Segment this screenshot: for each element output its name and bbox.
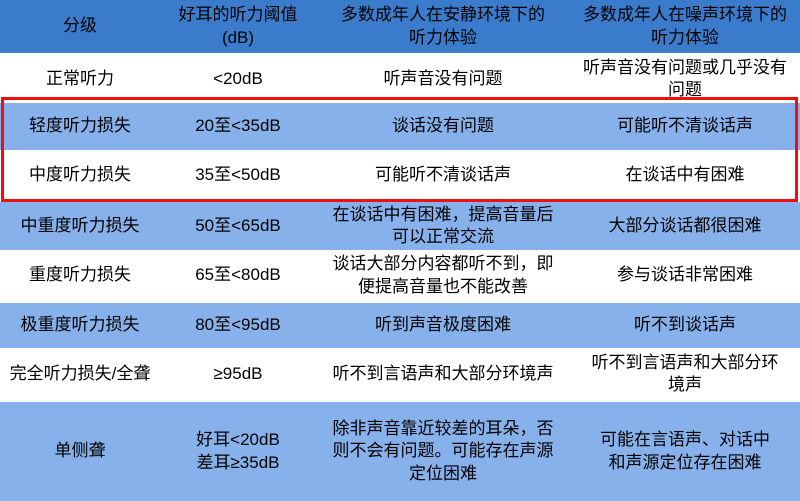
cell-threshold: 35至<50dB [195,164,281,184]
table-row-moderately-severe-loss: 中重度听力损失 50至<65dB 在谈话中有困难，提高音量后 可以正常交流 大部… [0,200,800,250]
cell-grade: 单侧聋 [54,441,106,461]
cell-grade: 中度听力损失 [29,164,131,184]
cell-quiet: 可能听不清谈话声 [375,164,511,184]
column-header-quiet-environment: 多数成年人在安静环境下的 听力体验 [341,5,545,47]
cell-threshold: ≥95dB [213,363,263,383]
cell-noisy: 听不到谈话声 [634,315,736,335]
cell-threshold: 20至<35dB [195,116,281,136]
table-header-row: 分级 好耳的听力阈值 (dB) 多数成年人在安静环境下的 听力体验 多数成年人在… [0,0,800,55]
cell-quiet: 听不到言语声和大部分环境声 [332,363,554,383]
cell-grade: 中重度听力损失 [20,216,140,236]
cell-grade: 极重度听力损失 [20,315,140,335]
cell-quiet: 听到声音极度困难 [375,315,511,335]
table-row-profound-loss: 极重度听力损失 80至<95dB 听到声音极度困难 听不到谈话声 [0,301,800,348]
table-row-severe-loss: 重度听力损失 65至<80dB 谈话大部分内容都听不到，即 便提高音量也不能改善… [0,250,800,301]
column-header-grade: 分级 [63,16,97,36]
cell-grade: 完全听力损失/全聋 [9,363,151,383]
cell-grade: 正常听力 [46,69,114,89]
cell-grade: 重度听力损失 [29,265,131,285]
cell-threshold: 65至<80dB [195,265,281,285]
cell-noisy: 可能听不清谈话声 [617,116,753,136]
cell-quiet: 听声音没有问题 [383,69,503,89]
column-header-threshold: 好耳的听力阈值 (dB) [178,5,298,47]
cell-noisy: 听不到言语声和大部分环 境声 [591,352,779,394]
cell-noisy: 大部分谈话都很困难 [608,216,762,236]
cell-threshold: 80至<95dB [195,315,281,335]
table-row-complete-loss: 完全听力损失/全聋 ≥95dB 听不到言语声和大部分环境声 听不到言语声和大部分… [0,348,800,400]
cell-quiet: 谈话大部分内容都听不到，即 便提高音量也不能改善 [332,254,554,296]
cell-threshold: <20dB [213,69,263,89]
cell-quiet: 除非声音靠近较差的耳朵，否 则不会有问题。可能存在声源 定位困难 [332,418,554,483]
table-row-normal-hearing: 正常听力 <20dB 听声音没有问题 听声音没有问题或几乎没有 问题 [0,55,800,100]
table-row-moderate-loss: 中度听力损失 35至<50dB 可能听不清谈话声 在谈话中有困难 [0,150,800,200]
table-row-mild-loss: 轻度听力损失 20至<35dB 谈话没有问题 可能听不清谈话声 [0,100,800,150]
cell-noisy: 可能在言语声、对话中 和声源定位存在困难 [600,430,770,472]
cell-threshold: 好耳<20dB 差耳≥35dB [196,430,280,472]
column-header-noisy-environment: 多数成年人在噪声环境下的 听力体验 [583,5,787,47]
cell-noisy: 在谈话中有困难 [625,164,745,184]
cell-grade: 轻度听力损失 [29,116,131,136]
cell-quiet: 谈话没有问题 [392,116,494,136]
cell-noisy: 听声音没有问题或几乎没有 问题 [583,58,787,100]
cell-threshold: 50至<65dB [195,216,281,236]
cell-noisy: 参与谈话非常困难 [617,265,753,285]
cell-quiet: 在谈话中有困难，提高音量后 可以正常交流 [332,205,554,247]
table-row-unilateral-deafness: 单侧聋 好耳<20dB 差耳≥35dB 除非声音靠近较差的耳朵，否 则不会有问题… [0,400,800,501]
